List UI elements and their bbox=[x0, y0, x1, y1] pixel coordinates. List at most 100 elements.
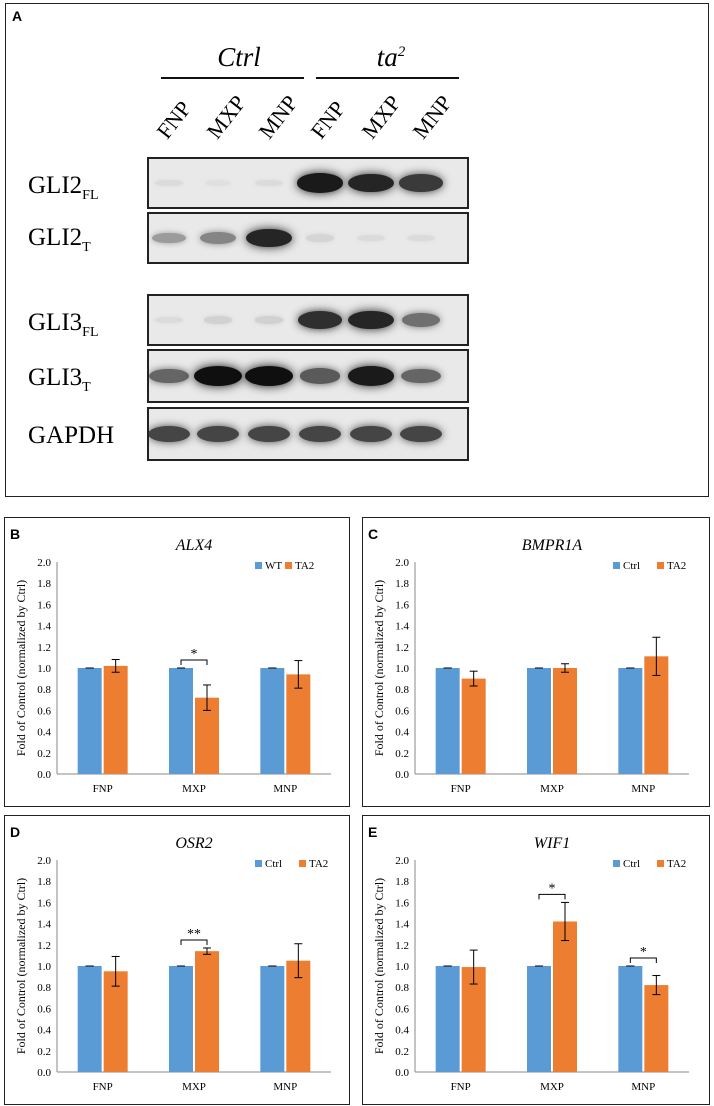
blot-strip bbox=[147, 212, 469, 264]
x-tick-label: MXP bbox=[540, 1081, 564, 1093]
bar-ctrl bbox=[435, 668, 460, 774]
bar-ctrl bbox=[618, 966, 643, 1072]
x-tick-label: MNP bbox=[631, 1081, 655, 1093]
x-tick-label: MXP bbox=[540, 783, 564, 795]
blot-band bbox=[204, 179, 232, 187]
y-tick-label: 1.6 bbox=[395, 599, 409, 611]
y-tick-label: 2.0 bbox=[37, 557, 51, 569]
y-tick-label: 1.6 bbox=[37, 599, 51, 611]
blot-band bbox=[200, 231, 236, 245]
chart-title: ALX4 bbox=[175, 537, 212, 554]
y-axis-label: Fold of Control (normalized by Ctrl) bbox=[14, 878, 28, 1054]
panel-label: D bbox=[10, 824, 21, 840]
x-tick-label: FNP bbox=[451, 783, 471, 795]
blot-band bbox=[255, 179, 283, 187]
bar-ta2 bbox=[195, 951, 219, 1072]
lane-label: FNP bbox=[305, 96, 351, 144]
group-title-ta2: ta2 bbox=[376, 42, 406, 72]
panel-d-osr2-chart: D OSR2 Fold of Control (normalized by Ctr… bbox=[4, 815, 350, 1105]
blot-band bbox=[401, 368, 441, 384]
chart-svg: WIF1 Fold of Control (normalized by Ctrl)… bbox=[372, 835, 689, 1093]
bar-ta2 bbox=[553, 921, 577, 1072]
y-tick-label: 0.6 bbox=[37, 705, 51, 717]
blot-band bbox=[299, 368, 341, 384]
y-tick-label: 1.6 bbox=[37, 897, 51, 909]
significance-bracket bbox=[180, 659, 208, 665]
lane-label: MXP bbox=[201, 90, 251, 144]
y-tick-label: 1.8 bbox=[37, 578, 51, 590]
blot-strip bbox=[147, 407, 469, 461]
blot-band bbox=[399, 174, 443, 192]
blot-band bbox=[155, 316, 183, 324]
bar-ctrl bbox=[618, 668, 643, 774]
y-tick-label: 0.6 bbox=[37, 1003, 51, 1015]
blot-band bbox=[247, 425, 291, 443]
bar-ctrl bbox=[169, 966, 193, 1072]
y-tick-label: 1.8 bbox=[395, 578, 409, 590]
significance-bracket bbox=[180, 939, 208, 945]
bar-wt bbox=[260, 668, 285, 774]
y-tick-label: 0.2 bbox=[37, 1046, 51, 1058]
y-tick-label: 2.0 bbox=[395, 855, 409, 867]
y-tick-label: 1.4 bbox=[37, 621, 51, 633]
y-tick-label: 0.0 bbox=[37, 769, 51, 781]
y-tick-label: 1.4 bbox=[37, 919, 51, 931]
blot-band bbox=[296, 173, 344, 193]
legend-swatch bbox=[613, 860, 620, 867]
bar-ctrl bbox=[527, 668, 551, 774]
blot-band bbox=[196, 425, 240, 443]
blot-band bbox=[149, 425, 191, 443]
significance-bracket bbox=[538, 893, 566, 900]
legend-swatch bbox=[613, 562, 620, 569]
significance-marker: ** bbox=[187, 927, 201, 942]
lane-label: MNP bbox=[407, 90, 457, 144]
blot-band bbox=[297, 311, 343, 329]
bar-ta2 bbox=[103, 971, 128, 1072]
bar-ta2 bbox=[461, 678, 486, 774]
chart-svg: OSR2 Fold of Control (normalized by Ctrl)… bbox=[14, 835, 331, 1093]
blot-strip bbox=[147, 294, 469, 346]
row-label-gli3-t: GLI3T bbox=[28, 364, 91, 395]
x-tick-label: FNP bbox=[451, 1081, 471, 1093]
y-tick-label: 0.0 bbox=[395, 769, 409, 781]
y-tick-label: 1.6 bbox=[395, 897, 409, 909]
bar-ta2 bbox=[286, 674, 311, 774]
y-tick-label: 1.2 bbox=[37, 642, 51, 654]
panel-c-bmpr1a-chart: C BMPR1A Fold of Control (normalized by C… bbox=[362, 517, 710, 807]
chart-svg: BMPR1A Fold of Control (normalized by Ctr… bbox=[372, 537, 689, 795]
panel-b-alx4-chart: B ALX4 Fold of Control (normalized by Ctr… bbox=[4, 517, 350, 807]
blot-band bbox=[254, 316, 284, 324]
y-tick-label: 0.4 bbox=[395, 1025, 409, 1037]
y-tick-label: 0.0 bbox=[37, 1067, 51, 1079]
group-line-ta2 bbox=[316, 77, 459, 79]
y-tick-label: 1.4 bbox=[395, 621, 409, 633]
blot-band bbox=[348, 310, 394, 330]
blot-band bbox=[347, 366, 395, 386]
panel-a-western-blot: A Ctrl ta2 FNP MXP MNP FNP MXP MNP GLI2F… bbox=[5, 3, 709, 497]
blot-band bbox=[407, 234, 435, 242]
bar-ta2 bbox=[644, 985, 669, 1072]
panel-label: B bbox=[10, 526, 21, 542]
x-tick-label: MXP bbox=[182, 783, 206, 795]
panel-label: A bbox=[12, 8, 23, 24]
bar-wt bbox=[77, 668, 102, 774]
bar-ta2 bbox=[553, 668, 577, 774]
y-tick-label: 1.0 bbox=[37, 961, 51, 973]
chart-title: BMPR1A bbox=[522, 537, 583, 554]
bar-ctrl bbox=[527, 966, 551, 1072]
significance-bracket bbox=[629, 957, 657, 963]
lane-label: MXP bbox=[356, 90, 406, 144]
group-title-ctrl: Ctrl bbox=[217, 42, 261, 72]
y-tick-label: 0.4 bbox=[37, 1025, 51, 1037]
panel-label: C bbox=[368, 526, 379, 542]
blot-band bbox=[399, 425, 443, 443]
legend-label: TA2 bbox=[309, 858, 328, 870]
chart-title: OSR2 bbox=[175, 835, 212, 852]
legend-label: Ctrl bbox=[623, 858, 640, 870]
y-tick-label: 0.4 bbox=[37, 727, 51, 739]
y-tick-label: 0.8 bbox=[37, 982, 51, 994]
y-tick-label: 1.2 bbox=[395, 642, 409, 654]
y-tick-label: 0.2 bbox=[395, 1046, 409, 1058]
bar-ta2 bbox=[286, 960, 311, 1072]
blot-strip bbox=[147, 349, 469, 403]
